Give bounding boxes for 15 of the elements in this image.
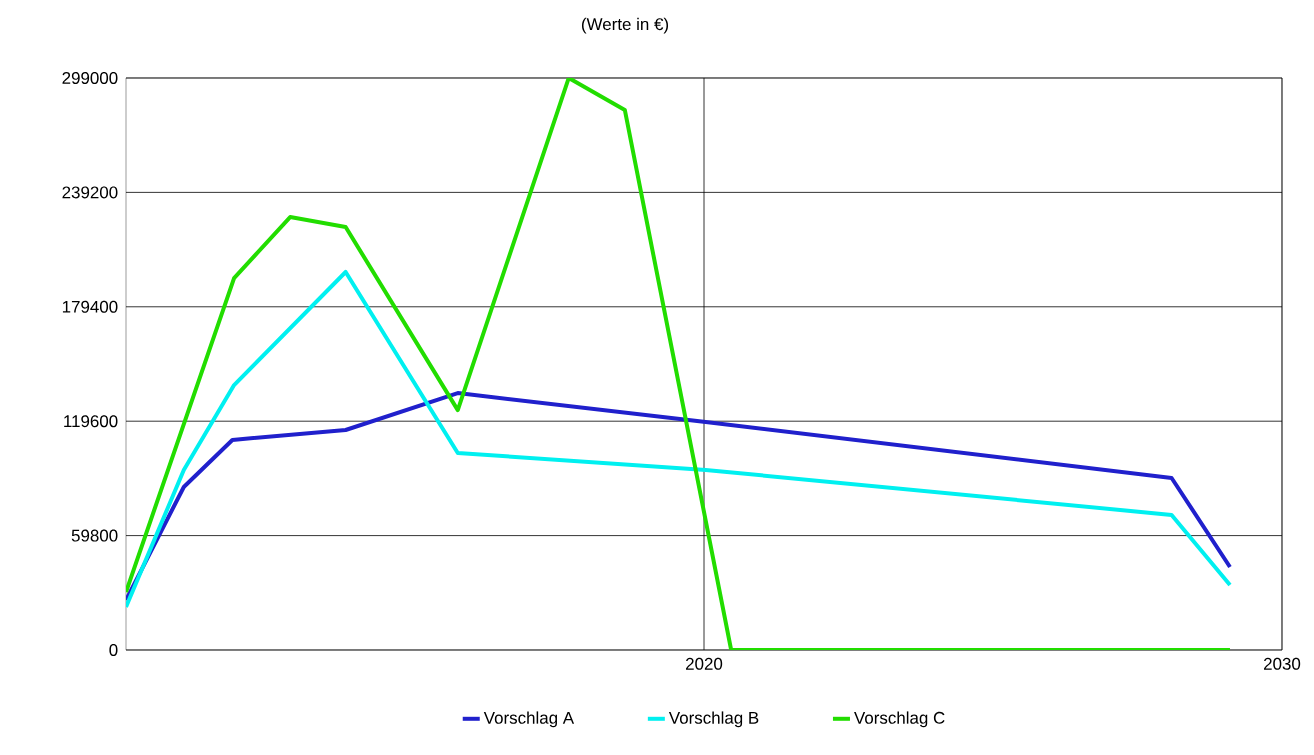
legend-label: Vorschlag A [483,711,575,728]
legend-label: Vorschlag B [668,711,759,728]
x-tick-label: 2030 [1264,657,1301,670]
legend-label: Vorschlag C [854,711,945,728]
y-tick-label: 179400 [62,300,118,313]
chart-title: (Werte in €) [581,17,669,34]
y-tick-label: 0 [109,644,118,656]
line-series [126,391,1232,603]
line-series [126,77,1232,650]
line-series [126,269,1232,609]
y-tick-label: 299000 [62,71,118,84]
y-tick-label: 119600 [64,415,118,428]
y-tick-label: 239200 [62,186,118,199]
y-tick-label: 59800 [71,529,118,542]
x-tick-label: 2020 [686,657,723,670]
